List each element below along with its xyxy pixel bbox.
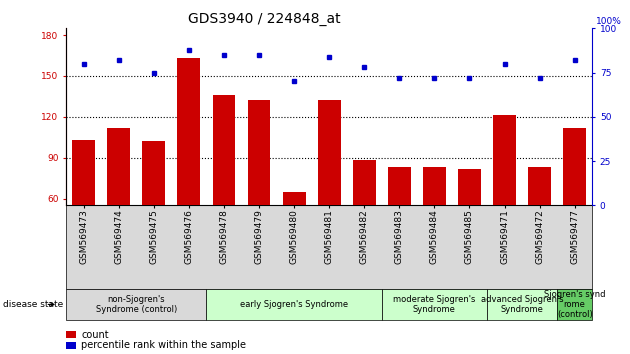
Bar [528, 167, 551, 280]
Bar [458, 169, 481, 280]
Text: non-Sjogren's
Syndrome (control): non-Sjogren's Syndrome (control) [96, 295, 177, 314]
Bar [248, 101, 270, 280]
Text: disease state: disease state [3, 300, 64, 309]
Text: 100%: 100% [597, 17, 622, 25]
Bar [493, 115, 516, 280]
Bar [388, 167, 411, 280]
Bar [283, 192, 306, 280]
Text: count: count [81, 330, 109, 339]
Text: moderate Sjogren's
Syndrome: moderate Sjogren's Syndrome [393, 295, 476, 314]
Bar [107, 128, 130, 280]
Bar [563, 128, 586, 280]
Text: percentile rank within the sample: percentile rank within the sample [81, 340, 246, 350]
Bar [423, 167, 446, 280]
Text: advanced Sjogren's
Syndrome: advanced Sjogren's Syndrome [481, 295, 563, 314]
Text: GDS3940 / 224848_at: GDS3940 / 224848_at [188, 12, 341, 27]
Bar [72, 140, 95, 280]
Text: Sjogren's synd
rome
(control): Sjogren's synd rome (control) [544, 290, 605, 319]
Bar [212, 95, 236, 280]
Bar [318, 101, 341, 280]
Text: early Sjogren's Syndrome: early Sjogren's Syndrome [240, 300, 348, 309]
Bar [178, 58, 200, 280]
Bar [353, 160, 375, 280]
Bar [142, 141, 165, 280]
